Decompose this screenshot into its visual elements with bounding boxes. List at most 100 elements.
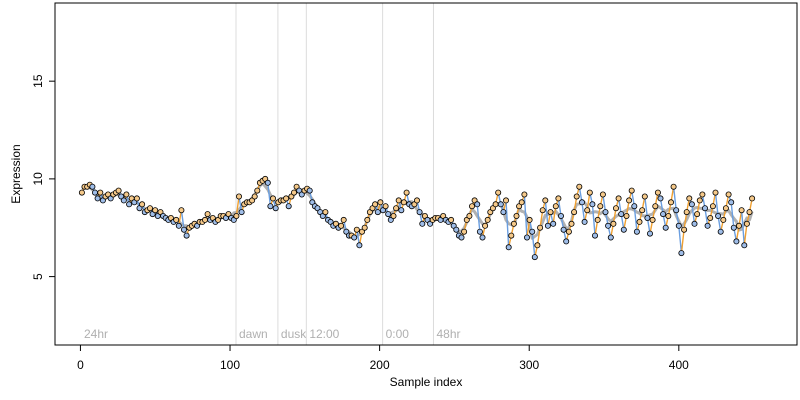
data-point xyxy=(403,189,410,196)
series-segment xyxy=(672,186,677,211)
series-segment xyxy=(505,200,510,248)
data-point xyxy=(555,195,562,202)
data-point xyxy=(510,220,517,227)
data-point xyxy=(537,224,544,231)
data-point xyxy=(597,203,604,210)
data-point xyxy=(180,226,187,233)
data-point xyxy=(89,183,96,190)
data-point xyxy=(361,224,368,231)
data-point xyxy=(502,197,509,204)
series-segment xyxy=(743,223,748,246)
data-point xyxy=(565,228,572,235)
data-point xyxy=(657,195,664,202)
data-point xyxy=(400,199,407,206)
series-segment xyxy=(740,210,745,246)
data-point xyxy=(353,226,360,233)
data-point xyxy=(665,212,672,219)
series-segment xyxy=(531,231,536,258)
data-point xyxy=(500,209,507,216)
data-point xyxy=(204,211,211,218)
data-point xyxy=(264,179,271,186)
data-point xyxy=(728,199,735,206)
x-tick-label: 400 xyxy=(669,358,689,372)
data-point xyxy=(702,205,709,212)
data-point xyxy=(139,201,146,208)
marker-label: 48hr xyxy=(436,327,460,341)
data-point xyxy=(340,216,347,223)
x-tick-label: 300 xyxy=(519,358,539,372)
data-point xyxy=(584,207,591,214)
series-segment xyxy=(644,196,649,219)
data-point xyxy=(513,212,520,219)
data-point xyxy=(285,203,292,210)
marker-label: 12:00 xyxy=(309,327,339,341)
x-tick-label: 0 xyxy=(77,358,84,372)
data-point xyxy=(623,212,630,219)
data-point xyxy=(476,228,483,235)
data-point xyxy=(741,242,748,249)
data-point xyxy=(594,216,601,223)
data-point xyxy=(568,220,575,227)
data-point xyxy=(267,203,274,210)
data-point xyxy=(691,220,698,227)
data-point xyxy=(272,205,279,212)
data-point xyxy=(620,226,627,233)
data-point xyxy=(395,197,402,204)
data-point xyxy=(639,207,646,214)
data-point xyxy=(696,197,703,204)
marker-label: dawn xyxy=(239,327,268,341)
data-point xyxy=(688,201,695,208)
data-point xyxy=(322,209,329,216)
data-point xyxy=(550,220,557,227)
data-point xyxy=(668,199,675,206)
axes: 0 100 200 300 400 5 10 15 xyxy=(31,74,689,372)
data-point xyxy=(581,218,588,225)
data-point xyxy=(725,191,732,198)
data-point xyxy=(631,203,638,210)
y-axis-label: Expression xyxy=(9,144,23,203)
data-point xyxy=(233,212,240,219)
data-point xyxy=(448,216,455,223)
data-point xyxy=(733,238,740,245)
data-point xyxy=(586,189,593,196)
series-segment xyxy=(476,204,481,232)
data-point xyxy=(539,207,546,214)
data-point xyxy=(461,228,468,235)
data-point xyxy=(589,201,596,208)
series-points xyxy=(78,175,756,261)
data-point xyxy=(746,209,753,216)
series-segment xyxy=(523,194,528,238)
data-point xyxy=(544,222,551,229)
series-segment xyxy=(678,225,683,254)
data-point xyxy=(704,222,711,229)
data-point xyxy=(495,189,502,196)
data-point xyxy=(681,226,688,233)
data-point xyxy=(678,250,685,257)
data-point xyxy=(518,199,525,206)
data-point xyxy=(699,191,706,198)
data-point xyxy=(715,212,722,219)
data-point xyxy=(722,205,729,212)
series-segment xyxy=(544,200,549,226)
data-point xyxy=(416,209,423,216)
data-point xyxy=(576,183,583,190)
data-point xyxy=(521,191,528,198)
y-tick-label: 10 xyxy=(31,172,45,186)
data-point xyxy=(92,189,99,196)
series-segment xyxy=(267,182,272,207)
data-point xyxy=(736,222,743,229)
series-segment xyxy=(680,229,685,254)
data-point xyxy=(497,201,504,208)
data-point xyxy=(707,214,714,221)
data-point xyxy=(613,205,620,212)
data-point xyxy=(573,193,580,200)
data-point xyxy=(453,226,460,233)
data-point xyxy=(633,228,640,235)
data-point xyxy=(579,199,586,206)
data-point xyxy=(398,207,405,214)
data-point xyxy=(356,242,363,249)
data-point xyxy=(123,191,130,198)
data-point xyxy=(94,195,101,202)
data-point xyxy=(605,222,612,229)
